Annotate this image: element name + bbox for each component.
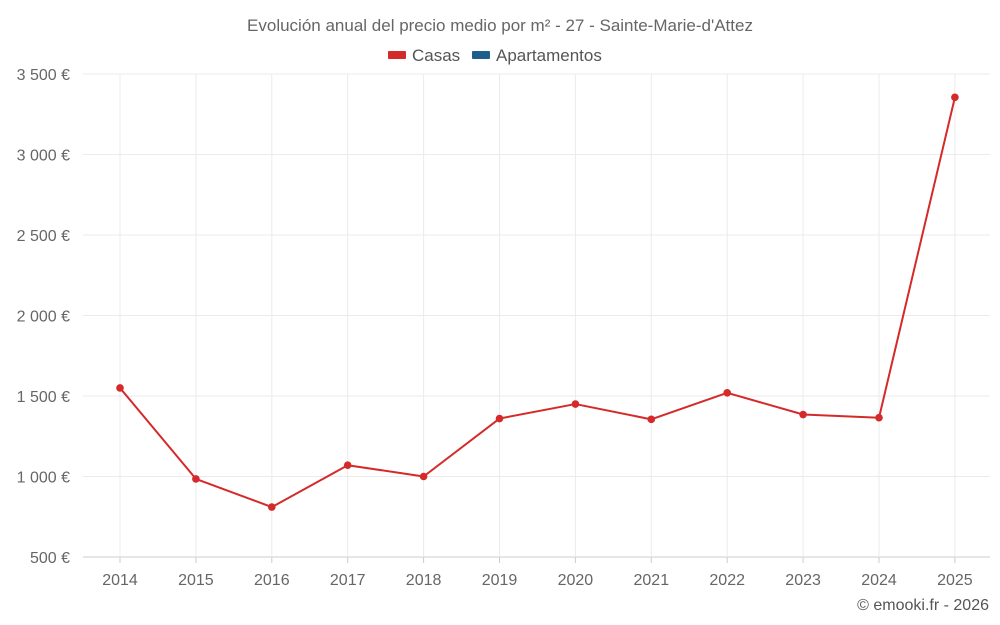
data-point-casas[interactable]: [268, 503, 276, 511]
y-tick-label: 1 000 €: [17, 470, 70, 487]
legend-swatch-casas: [388, 51, 406, 59]
legend-item-casas[interactable]: Casas: [388, 46, 460, 65]
data-point-casas[interactable]: [343, 461, 352, 470]
y-tick-label: 3 000 €: [17, 148, 70, 165]
credit-text: © emooki.fr - 2026: [857, 597, 989, 614]
data-point-casas[interactable]: [951, 93, 959, 102]
data-point-casas[interactable]: [116, 384, 124, 392]
x-tick-label: 2016: [254, 572, 290, 589]
y-tick-label: 3 500 €: [17, 67, 70, 84]
x-tick-label: 2018: [406, 572, 442, 589]
data-point-casas[interactable]: [723, 388, 731, 397]
series-casas: [116, 93, 959, 511]
data-point-casas[interactable]: [647, 415, 656, 424]
x-tick-label: 2025: [937, 572, 973, 589]
data-point-casas[interactable]: [875, 413, 883, 422]
x-tick-label: 2017: [330, 572, 366, 589]
legend-label-apartamentos: Apartamentos: [496, 46, 602, 65]
gridlines: [83, 73, 990, 558]
chart-title: Evolución anual del precio medio por m² …: [247, 16, 753, 35]
x-tick-label: 2020: [558, 572, 594, 589]
y-tick-label: 1 500 €: [17, 389, 70, 406]
x-tick-label: 2014: [102, 572, 138, 589]
x-tick-label: 2021: [634, 572, 670, 589]
x-tick-label: 2019: [482, 572, 518, 589]
legend-item-apartamentos[interactable]: Apartamentos: [472, 46, 602, 65]
x-tick-label: 2022: [709, 572, 745, 589]
x-axis-ticks: 2014 2015 2016 2017 2018 2019 2020 2021 2022 2023…: [102, 557, 973, 589]
y-axis-ticks: 500 € 1 000 € 1 500 € 2 000 € 2 500 € 3 000 €…: [17, 67, 70, 567]
x-tick-label: 2024: [861, 572, 897, 589]
x-tick-label: 2015: [178, 572, 214, 589]
series-line-casas: [119, 97, 956, 509]
y-tick-label: 2 500 €: [17, 228, 70, 245]
legend-label-casas: Casas: [412, 46, 460, 65]
data-point-casas[interactable]: [192, 475, 200, 483]
data-point-casas[interactable]: [419, 472, 428, 481]
legend-swatch-apartamentos: [472, 51, 490, 59]
y-tick-label: 500 €: [30, 550, 70, 567]
y-tick-label: 2 000 €: [17, 309, 70, 326]
legend: Casas Apartamentos: [388, 46, 602, 65]
x-tick-label: 2023: [785, 572, 821, 589]
data-point-casas[interactable]: [495, 414, 504, 423]
data-point-casas[interactable]: [799, 410, 807, 419]
data-point-casas[interactable]: [571, 400, 580, 408]
